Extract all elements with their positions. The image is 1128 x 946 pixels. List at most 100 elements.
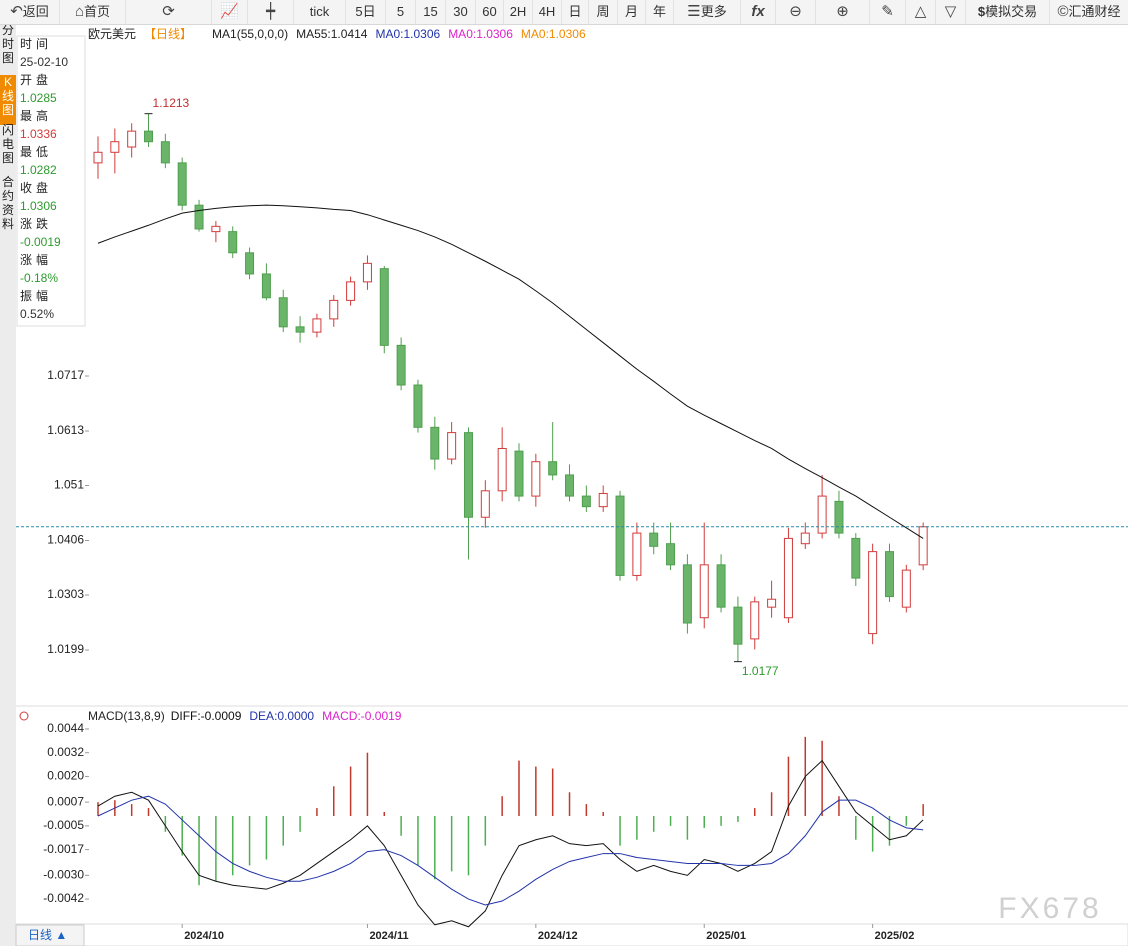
candle-body bbox=[430, 426, 440, 460]
x-tick-label: 2025/02 bbox=[875, 930, 915, 942]
draw-button[interactable]: ✎ bbox=[870, 0, 906, 24]
more-button[interactable]: ☰更多 bbox=[674, 0, 741, 24]
period-button[interactable]: 5日 bbox=[346, 0, 386, 24]
chart-style-button[interactable]: 📈 bbox=[212, 0, 248, 24]
candle-body bbox=[447, 432, 457, 460]
candle-body bbox=[716, 564, 726, 608]
side-tab[interactable]: K 线图 bbox=[2, 75, 14, 117]
y-tick-label: 0.0007 bbox=[47, 794, 84, 808]
info-label: 时间 bbox=[20, 37, 52, 51]
min-label: 1.0177 bbox=[742, 664, 779, 678]
candle-body bbox=[750, 601, 760, 640]
home-button[interactable]: ⌂首页 bbox=[60, 0, 126, 24]
candle-body bbox=[783, 537, 793, 619]
candle-body bbox=[93, 151, 103, 164]
candle-body bbox=[632, 532, 642, 576]
info-value: 1.0285 bbox=[20, 91, 57, 105]
macd-title: MACD(13,8,9) bbox=[88, 709, 165, 723]
candle-body bbox=[733, 606, 743, 645]
candle-body bbox=[884, 551, 894, 598]
y-tick-label: 0.0020 bbox=[47, 769, 84, 783]
candle-body bbox=[817, 495, 827, 534]
candle-body bbox=[682, 564, 692, 624]
y-tick-label: 1.051 bbox=[54, 478, 84, 492]
candle-body bbox=[278, 297, 288, 328]
candle-body bbox=[413, 384, 423, 428]
y-tick-label: 0.0044 bbox=[47, 721, 84, 735]
back-button[interactable]: ↶返回 bbox=[0, 0, 60, 24]
period-button[interactable]: 30 bbox=[446, 0, 476, 24]
candle-body bbox=[144, 130, 154, 143]
y-tick-label: 1.0303 bbox=[47, 587, 84, 601]
down-button[interactable]: ▽ bbox=[936, 0, 966, 24]
period-button[interactable]: 4H bbox=[533, 0, 562, 24]
period-toggle[interactable] bbox=[15, 924, 85, 946]
legend-item: DEA:0.0000 bbox=[249, 709, 314, 723]
formula-button[interactable]: fx bbox=[741, 0, 776, 24]
label: 首页 bbox=[84, 4, 111, 19]
up-button[interactable]: △ bbox=[906, 0, 936, 24]
candle-body bbox=[901, 569, 911, 608]
info-label: 收盘 bbox=[20, 180, 52, 195]
legend-item: MACD:-0.0019 bbox=[322, 709, 402, 723]
side-tab[interactable]: 闪电图 bbox=[2, 123, 14, 165]
legend-item: MA0:1.0306 bbox=[521, 27, 586, 41]
fx678-button[interactable]: ©汇通财经 bbox=[1057, 3, 1121, 20]
period-button[interactable]: 周 bbox=[589, 0, 618, 24]
candle-body bbox=[396, 344, 406, 386]
period-button[interactable]: 60 bbox=[476, 0, 504, 24]
info-label: 涨幅 bbox=[20, 252, 52, 267]
period-button[interactable]: 年 bbox=[646, 0, 674, 24]
candle-body bbox=[329, 299, 339, 320]
y-tick-label: -0.0005 bbox=[43, 818, 84, 832]
label: 返回 bbox=[22, 4, 49, 19]
candle-body bbox=[565, 474, 575, 497]
period-button[interactable]: 日 bbox=[562, 0, 589, 24]
label: 汇通财经 bbox=[1068, 4, 1121, 19]
settings-icon[interactable] bbox=[19, 711, 29, 721]
period-button[interactable]: tick bbox=[294, 0, 346, 24]
side-tab[interactable]: 分时图 bbox=[2, 25, 14, 65]
period-toggle-label[interactable]: 日线 ▲ bbox=[28, 928, 67, 942]
candle-style-button[interactable]: ┿ bbox=[248, 0, 294, 24]
info-value: 0.52% bbox=[20, 307, 54, 321]
sim-trade-button[interactable]: $模拟交易 bbox=[966, 0, 1050, 24]
candle-body bbox=[110, 141, 120, 153]
legend-item: MA55:1.0414 bbox=[296, 27, 368, 41]
period-button[interactable]: 5 bbox=[386, 0, 416, 24]
candle-body bbox=[127, 130, 137, 148]
label: 模拟交易 bbox=[985, 4, 1038, 19]
info-label: 振幅 bbox=[20, 288, 52, 303]
info-value: 1.0282 bbox=[20, 163, 57, 177]
legend-item: DIFF:-0.0009 bbox=[171, 709, 242, 723]
legend-item: MA0:1.0306 bbox=[448, 27, 513, 41]
x-tick-label: 2024/11 bbox=[369, 930, 408, 942]
candle-body bbox=[211, 225, 221, 233]
period-button[interactable]: 2H bbox=[504, 0, 533, 24]
macd-line bbox=[97, 795, 924, 906]
y-tick-label: 1.0717 bbox=[47, 368, 84, 382]
candle-body bbox=[295, 326, 305, 333]
legend-item: MA1(55,0,0,0) bbox=[212, 27, 288, 41]
side-bar bbox=[0, 25, 16, 946]
watermark: FX678 bbox=[998, 892, 1101, 925]
refresh-button[interactable]: ⟳ bbox=[126, 0, 212, 24]
x-tick-label: 2024/12 bbox=[538, 930, 578, 942]
info-panel bbox=[16, 35, 86, 327]
candle-body bbox=[598, 492, 608, 508]
side-tab[interactable]: 合约资料 bbox=[2, 174, 14, 231]
period-button[interactable]: 月 bbox=[618, 0, 646, 24]
zoom-in-button[interactable]: ⊕ bbox=[816, 0, 870, 24]
candle-body bbox=[531, 461, 541, 497]
candle-body bbox=[346, 281, 356, 301]
x-tick-label: 2024/10 bbox=[184, 930, 224, 942]
info-label: 涨跌 bbox=[20, 216, 52, 231]
y-tick-label: 1.0199 bbox=[47, 642, 84, 656]
toolbar: ↶返回 ⌂首页 ⟳ 📈 ┿ tick 5日 5 15 30 60 2H 4H 日… bbox=[0, 0, 1128, 25]
active-tab bbox=[0, 75, 16, 125]
zoom-out-button[interactable]: ⊖ bbox=[776, 0, 816, 24]
period-button[interactable]: 15 bbox=[416, 0, 446, 24]
candle-body bbox=[228, 231, 238, 254]
info-label: 最低 bbox=[20, 145, 52, 159]
info-value: 1.0336 bbox=[20, 127, 57, 141]
